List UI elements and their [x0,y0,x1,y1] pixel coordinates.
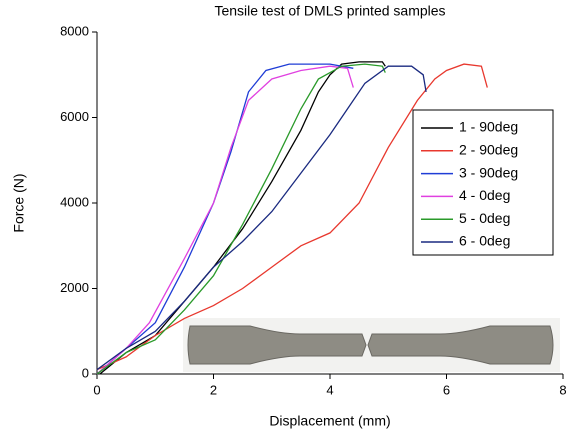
legend-label: 5 - 0deg [459,210,510,226]
y-tick-label: 6000 [60,109,89,124]
y-tick-label: 8000 [60,23,89,38]
series-line [96,65,427,371]
legend-label: 2 - 90deg [459,142,518,158]
x-axis-label: Displacement (mm) [269,413,390,429]
x-tick-label: 4 [326,382,333,397]
series-line [99,61,386,375]
chart-title: Tensile test of DMLS printed samples [214,3,445,19]
series-line [96,63,354,375]
x-tick-label: 8 [559,382,566,397]
legend-label: 6 - 0deg [459,233,510,249]
y-tick-label: 4000 [60,194,89,209]
y-axis-label: Force (N) [11,173,27,232]
legend-label: 4 - 0deg [459,187,510,203]
sample-photo [183,318,560,372]
legend-label: 3 - 90deg [459,164,518,180]
y-tick-label: 2000 [60,280,89,295]
y-tick-label: 0 [82,365,89,380]
series-line [96,63,386,375]
x-tick-label: 0 [93,382,100,397]
x-tick-label: 6 [443,382,450,397]
legend-label: 1 - 90deg [459,119,518,135]
series-line [96,63,488,371]
x-tick-label: 2 [210,382,217,397]
legend-box [412,109,554,256]
series-line [96,65,354,375]
